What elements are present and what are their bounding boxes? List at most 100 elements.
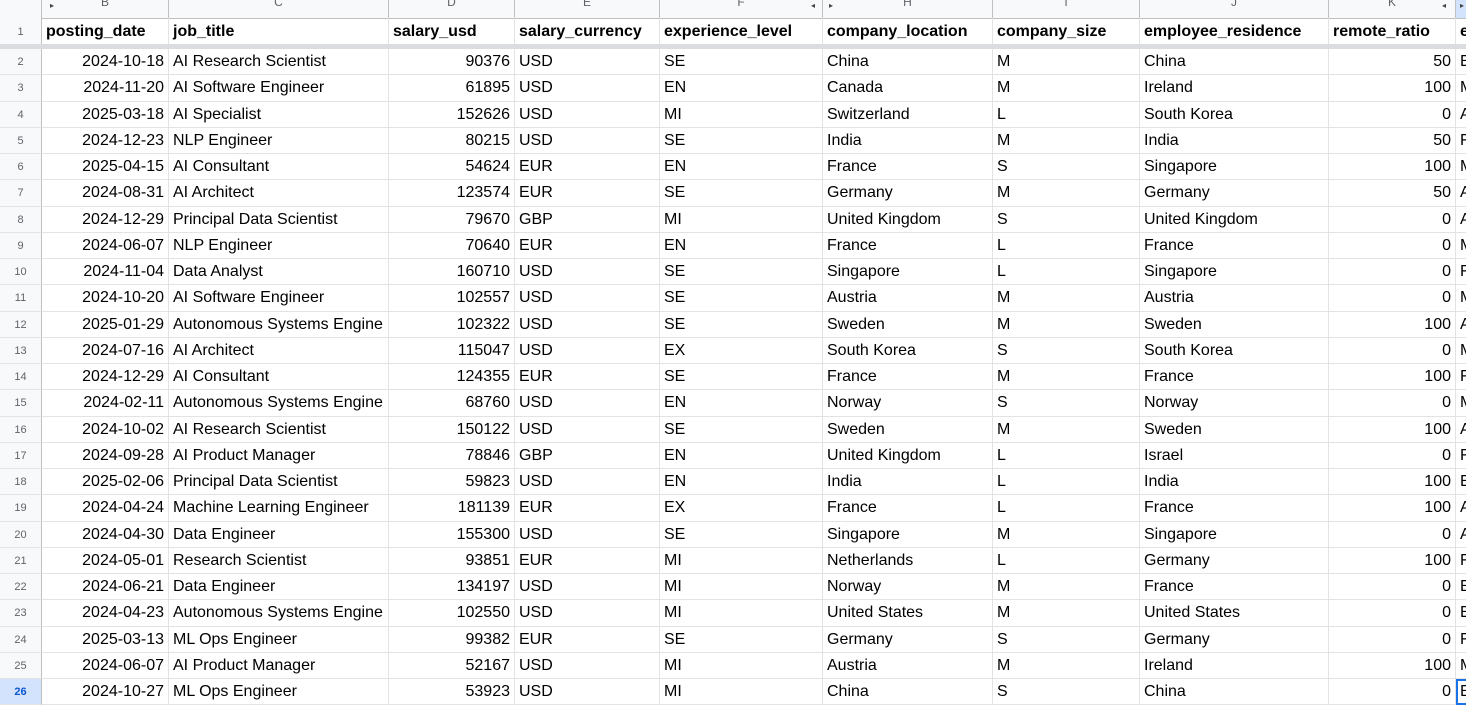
data-cell[interactable]: France xyxy=(1140,232,1329,259)
data-cell[interactable]: 0 xyxy=(1329,206,1456,233)
data-cell[interactable]: 79670 xyxy=(389,206,515,233)
data-cell[interactable]: Autonomous Systems Engine xyxy=(169,390,389,417)
data-cell[interactable]: Austria xyxy=(823,652,993,679)
data-cell[interactable]: F xyxy=(1456,443,1466,469)
data-cell[interactable]: M xyxy=(993,600,1140,627)
data-cell[interactable]: SE xyxy=(660,311,823,338)
data-cell[interactable]: M xyxy=(1456,75,1466,102)
data-cell[interactable]: M xyxy=(993,416,1140,443)
data-cell[interactable]: United Kingdom xyxy=(823,206,993,233)
data-cell[interactable]: India xyxy=(823,127,993,154)
data-cell[interactable]: 2025-02-06 xyxy=(42,469,169,496)
data-cell[interactable]: GBP xyxy=(515,442,660,469)
column-letter-K[interactable]: K xyxy=(1329,0,1456,18)
data-cell[interactable]: India xyxy=(823,469,993,496)
data-cell[interactable]: 53923 xyxy=(389,679,515,706)
data-cell[interactable]: SE xyxy=(660,285,823,312)
data-cell[interactable]: GBP xyxy=(515,206,660,233)
row-number[interactable]: 21 xyxy=(0,547,42,574)
data-cell[interactable]: AI Architect xyxy=(169,180,389,207)
data-cell[interactable]: Netherlands xyxy=(823,547,993,574)
data-cell[interactable]: 70640 xyxy=(389,232,515,259)
data-cell[interactable]: 50 xyxy=(1329,49,1456,76)
data-cell[interactable]: Germany xyxy=(1140,547,1329,574)
data-cell[interactable]: EN xyxy=(660,232,823,259)
data-cell[interactable]: 59823 xyxy=(389,469,515,496)
data-cell[interactable]: M xyxy=(993,574,1140,601)
hidden-column-right-arrow-icon[interactable]: ▸ xyxy=(829,1,834,10)
row-number[interactable]: 16 xyxy=(0,416,42,443)
data-cell[interactable]: USD xyxy=(515,75,660,102)
hidden-column-arrow-icon[interactable]: ◂ xyxy=(1442,1,1447,10)
data-cell[interactable]: EN xyxy=(660,469,823,496)
data-cell[interactable]: Sweden xyxy=(823,416,993,443)
row-number[interactable]: 1 xyxy=(0,18,42,46)
data-cell[interactable]: Ireland xyxy=(1140,652,1329,679)
data-cell[interactable]: M xyxy=(993,49,1140,76)
data-cell[interactable]: SE xyxy=(660,180,823,207)
data-cell[interactable]: 54624 xyxy=(389,154,515,181)
data-cell[interactable]: Sweden xyxy=(1140,416,1329,443)
data-cell[interactable]: S xyxy=(993,679,1140,706)
column-letter-D[interactable]: D xyxy=(389,0,515,18)
header-cell[interactable]: company_location xyxy=(823,18,993,46)
data-cell[interactable]: Austria xyxy=(823,285,993,312)
row-number[interactable]: 14 xyxy=(0,364,42,391)
row-number[interactable]: 17 xyxy=(0,442,42,469)
data-cell[interactable]: United Kingdom xyxy=(823,442,993,469)
column-letter-I[interactable]: I xyxy=(993,0,1140,18)
data-cell[interactable]: China xyxy=(823,679,993,706)
data-cell[interactable]: S xyxy=(993,390,1140,417)
data-cell[interactable]: United States xyxy=(1140,600,1329,627)
data-cell[interactable]: L xyxy=(993,469,1140,496)
data-cell[interactable]: EN xyxy=(660,154,823,181)
data-cell[interactable]: United States xyxy=(823,600,993,627)
data-cell[interactable]: EUR xyxy=(515,180,660,207)
row-number[interactable]: 23 xyxy=(0,600,42,627)
data-cell[interactable]: M xyxy=(993,127,1140,154)
column-letter-F[interactable]: F xyxy=(660,0,823,18)
data-cell[interactable]: E xyxy=(1456,469,1466,496)
data-cell[interactable]: MI xyxy=(660,574,823,601)
data-cell[interactable]: M xyxy=(993,75,1140,102)
data-cell[interactable]: 0 xyxy=(1329,101,1456,128)
data-cell[interactable]: EUR xyxy=(515,154,660,181)
active-cell-selection[interactable] xyxy=(1456,679,1466,706)
data-cell[interactable]: M xyxy=(993,180,1140,207)
data-cell[interactable]: USD xyxy=(515,416,660,443)
header-cell[interactable]: posting_date xyxy=(42,18,169,46)
data-cell[interactable]: Sweden xyxy=(1140,311,1329,338)
data-cell[interactable]: AI Software Engineer xyxy=(169,75,389,102)
row-number[interactable]: 25 xyxy=(0,652,42,679)
data-cell[interactable]: 150122 xyxy=(389,416,515,443)
data-cell[interactable]: 0 xyxy=(1329,442,1456,469)
data-cell[interactable]: A xyxy=(1456,207,1466,233)
data-cell[interactable]: L xyxy=(993,101,1140,128)
data-cell[interactable]: USD xyxy=(515,127,660,154)
data-cell[interactable]: 0 xyxy=(1329,626,1456,653)
data-cell[interactable]: Singapore xyxy=(1140,259,1329,286)
data-cell[interactable]: 2025-03-13 xyxy=(42,626,169,653)
data-cell[interactable]: 2024-07-16 xyxy=(42,337,169,364)
data-cell[interactable]: 0 xyxy=(1329,390,1456,417)
data-cell[interactable]: USD xyxy=(515,652,660,679)
data-cell[interactable]: S xyxy=(993,337,1140,364)
data-cell[interactable]: 0 xyxy=(1329,600,1456,627)
data-cell[interactable]: M xyxy=(1456,390,1466,417)
data-cell[interactable]: MI xyxy=(660,206,823,233)
data-cell[interactable]: 68760 xyxy=(389,390,515,417)
data-cell[interactable]: M xyxy=(993,652,1140,679)
data-cell[interactable]: Canada xyxy=(823,75,993,102)
data-cell[interactable]: A xyxy=(1456,312,1466,338)
data-cell[interactable]: SE xyxy=(660,416,823,443)
data-cell[interactable]: Singapore xyxy=(1140,521,1329,548)
data-cell[interactable]: A xyxy=(1456,495,1466,522)
data-cell[interactable]: Data Engineer xyxy=(169,574,389,601)
data-cell[interactable]: SE xyxy=(660,364,823,391)
data-cell[interactable]: ML Ops Engineer xyxy=(169,626,389,653)
data-cell[interactable]: 2024-08-31 xyxy=(42,180,169,207)
data-cell[interactable]: 80215 xyxy=(389,127,515,154)
data-cell[interactable]: 2024-10-20 xyxy=(42,285,169,312)
data-cell[interactable]: MI xyxy=(660,101,823,128)
data-cell[interactable]: L xyxy=(993,232,1140,259)
